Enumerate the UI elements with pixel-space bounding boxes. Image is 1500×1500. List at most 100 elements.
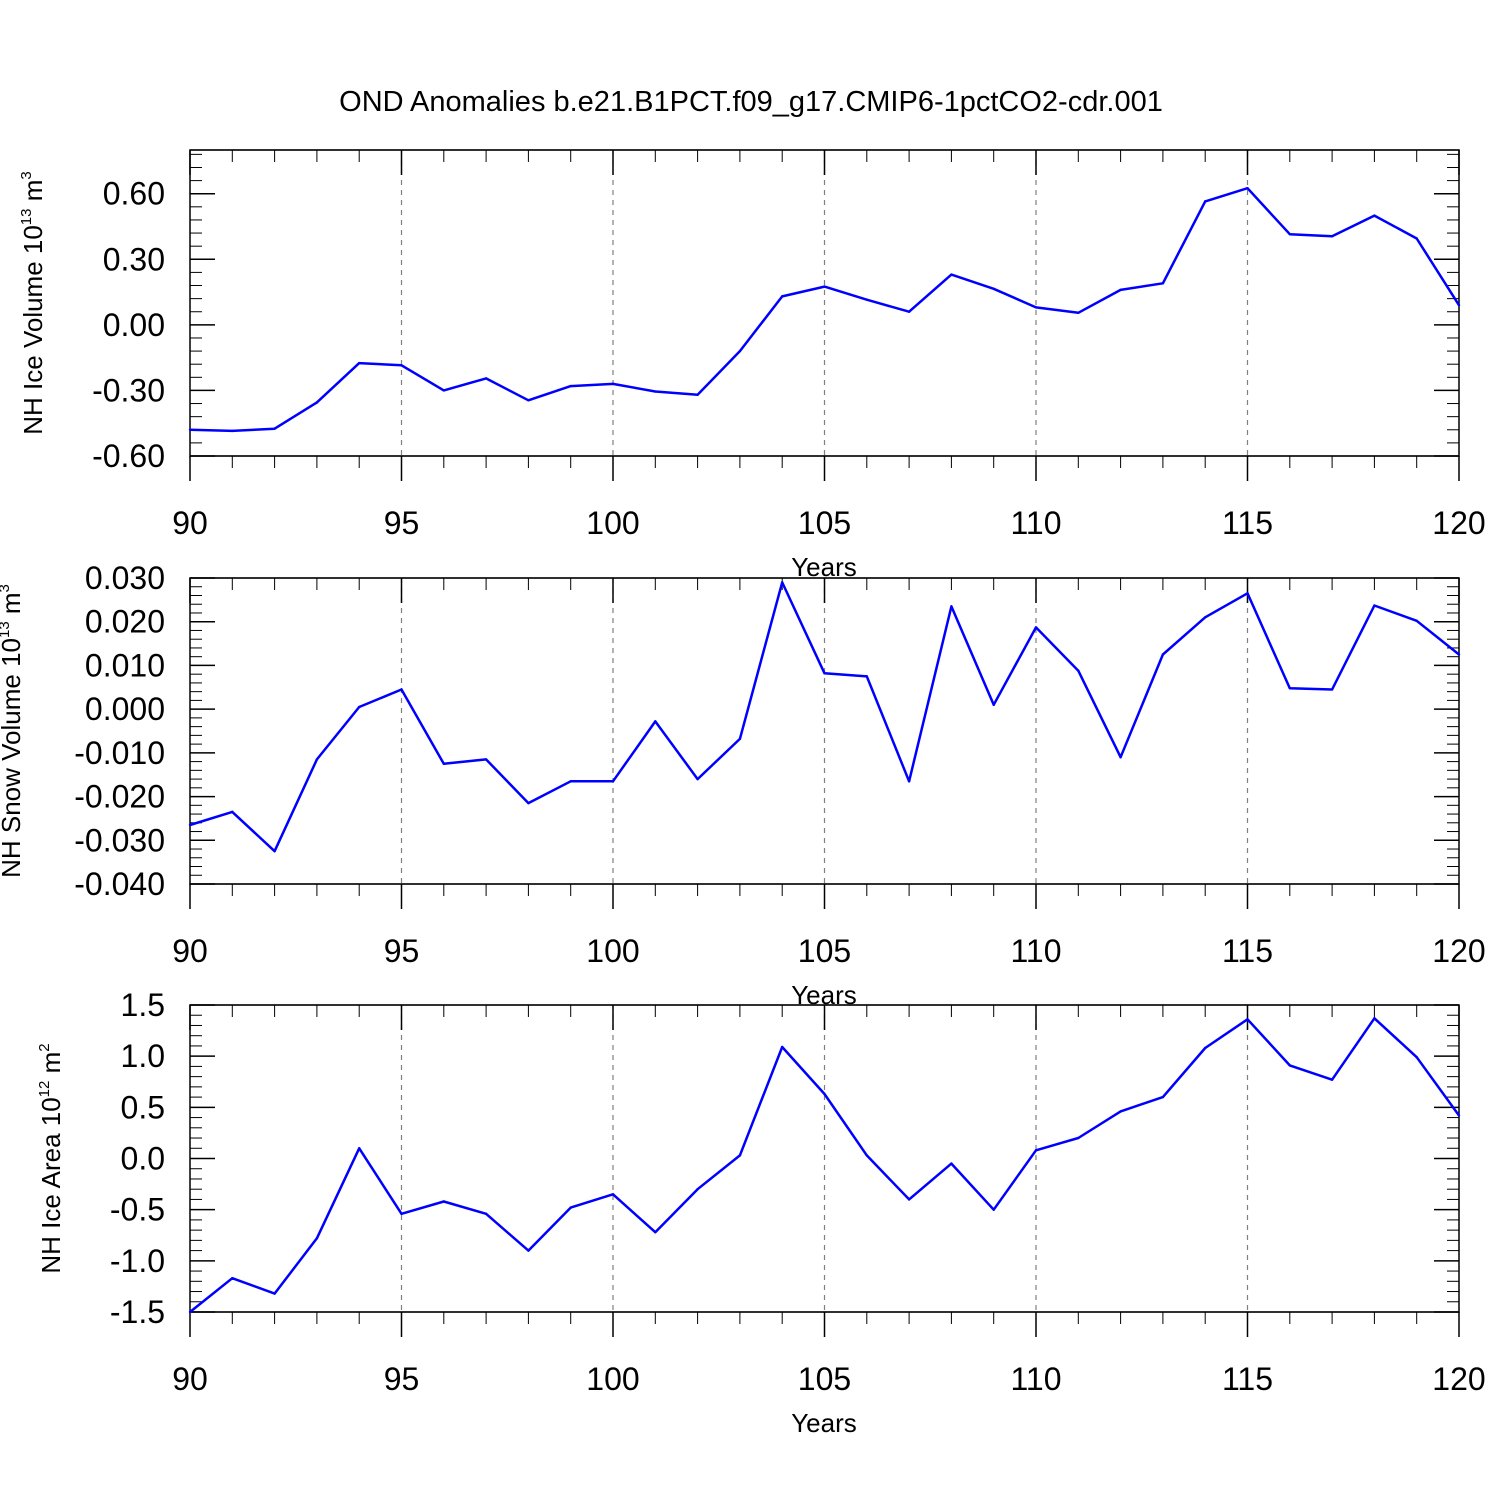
y-tick-label: 0.020 (85, 604, 165, 640)
data-point (738, 737, 742, 741)
y-tick-label: -0.020 (74, 779, 165, 815)
data-point (527, 399, 530, 402)
data-point (992, 287, 995, 290)
data-point (738, 349, 742, 353)
data-point (1034, 626, 1038, 629)
x-tick-label: 105 (798, 505, 851, 541)
x-tick-label: 100 (586, 505, 639, 541)
data-point (1246, 592, 1249, 595)
data-point (1246, 1018, 1249, 1021)
data-point (1246, 187, 1249, 190)
data-point (1288, 686, 1292, 690)
data-point (1161, 653, 1165, 656)
panel-3: 90 95 100 105 110 115 120 -1.5 -1.0 -0.5 0.0 0.5 1.0… (36, 987, 1486, 1438)
data-point (1161, 282, 1165, 285)
data-point (950, 605, 953, 608)
x-tick-label: 100 (586, 1361, 639, 1397)
data-point (1415, 1055, 1418, 1059)
data-point (484, 758, 488, 761)
x-tick-label: 120 (1432, 1361, 1485, 1397)
x-tick-label: 120 (1432, 933, 1485, 969)
data-point (231, 1277, 234, 1280)
panels: 90 95 100 105 110 115 120 -0.60 -0.30 0.00 0.30 0.6… (0, 149, 1486, 1438)
data-point (1204, 200, 1207, 203)
data-point (611, 382, 615, 386)
data-point (315, 758, 319, 761)
data-point (611, 1193, 615, 1196)
data-point (1077, 311, 1080, 315)
data-point (907, 1198, 911, 1201)
y-tick-label: 0.0 (121, 1141, 165, 1177)
y-tick-label: -1.5 (110, 1294, 165, 1330)
data-point (1204, 1046, 1207, 1050)
data-point (696, 1188, 699, 1191)
y-tick-label: -0.010 (74, 735, 165, 771)
data-point (1330, 1078, 1334, 1081)
data-point (1457, 303, 1461, 307)
data-point (1119, 756, 1122, 759)
y-tick-label: -0.040 (74, 866, 165, 902)
y-tick-label: 0.030 (85, 560, 165, 596)
data-point (1373, 214, 1376, 217)
y-tick-label: 0.010 (85, 647, 165, 683)
y-tick-label: 0.5 (121, 1089, 165, 1125)
y-tick-label: 0.00 (103, 307, 165, 343)
y-tick-label: 0.30 (103, 241, 165, 277)
data-point (823, 672, 826, 675)
data-point (950, 273, 953, 276)
y-axis-title: NH Ice Volume 1013 m3 (18, 171, 48, 434)
data-point (400, 688, 403, 691)
data-point (273, 850, 276, 853)
y-tick-label: 1.0 (121, 1038, 165, 1074)
data-point (400, 1212, 403, 1215)
data-point (358, 705, 361, 709)
data-point (484, 1212, 488, 1215)
data-point (823, 1092, 826, 1096)
data-point (611, 780, 615, 783)
data-point (569, 780, 572, 783)
x-tick-label: 95 (384, 933, 420, 969)
data-point (231, 810, 234, 814)
y-axis-title: NH Snow Volume 1013 m3 (0, 584, 26, 878)
y-tick-label: 1.5 (121, 987, 165, 1023)
data-point (823, 285, 826, 288)
data-point (1457, 1114, 1461, 1117)
data-point (442, 762, 445, 765)
data-point (1415, 619, 1418, 623)
panel-2: 90 95 100 105 110 115 120 -0.040 -0.030 -0.020 -0.… (0, 560, 1486, 1010)
data-point (1119, 288, 1122, 292)
data-point (1373, 604, 1376, 607)
x-tick-label: 95 (384, 505, 420, 541)
panel-1: 90 95 100 105 110 115 120 -0.60 -0.30 0.00 0.30 0.6… (18, 149, 1486, 582)
data-point (400, 364, 403, 367)
data-point (654, 720, 657, 723)
x-axis-title: Years (791, 552, 857, 582)
y-tick-label: 0.000 (85, 691, 165, 727)
data-point (1034, 306, 1038, 309)
x-tick-label: 110 (1010, 933, 1061, 969)
x-tick-label: 90 (172, 1361, 208, 1397)
data-point (781, 1045, 784, 1049)
data-point (1330, 235, 1334, 238)
data-point (992, 703, 995, 706)
data-point (442, 389, 445, 392)
x-tick-label: 120 (1432, 505, 1485, 541)
data-point (696, 393, 699, 396)
data-point (1415, 237, 1418, 240)
data-point (442, 1200, 445, 1203)
data-point (358, 361, 361, 365)
x-tick-label: 110 (1010, 1361, 1061, 1397)
x-tick-label: 110 (1010, 505, 1061, 541)
data-point (1077, 1136, 1080, 1140)
x-tick-label: 90 (172, 933, 208, 969)
data-point (1034, 1149, 1038, 1152)
data-point (315, 1237, 319, 1240)
data-point (569, 1206, 572, 1209)
data-point (527, 801, 530, 805)
y-tick-label: -0.60 (92, 438, 165, 474)
data-point (781, 581, 784, 584)
data-point (865, 1154, 868, 1157)
x-tick-label: 105 (798, 1361, 851, 1397)
data-point (1119, 1110, 1122, 1113)
